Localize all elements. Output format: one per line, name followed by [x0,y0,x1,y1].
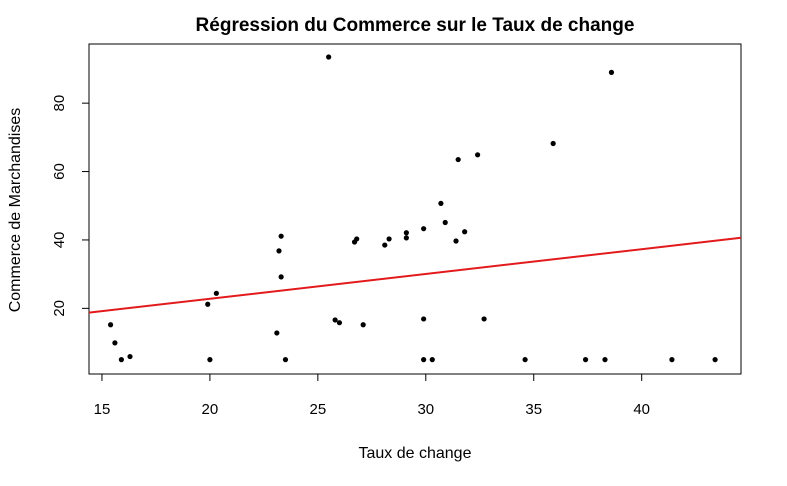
regression-line-group [88,236,742,314]
data-point [712,357,718,363]
y-tick-label: 60 [51,163,68,180]
data-point [669,357,675,363]
y-axis-label: Commerce de Marchandises [7,108,24,313]
data-point [278,274,284,280]
data-point [326,54,332,60]
data-point [421,226,427,232]
x-tick-label: 35 [525,401,542,418]
data-point [608,69,615,75]
data-point [602,357,608,363]
data-point [438,200,444,206]
data-point [332,317,338,323]
data-point [475,152,481,158]
data-point [274,330,280,336]
data-point [386,236,392,242]
data-point [453,238,459,244]
data-point [403,230,409,236]
x-tick-label: 25 [310,401,327,418]
data-point [276,248,282,254]
data-points [107,54,718,363]
data-point [205,301,211,307]
data-point [481,316,487,322]
x-axis: 15 20 25 30 35 40 [94,373,650,418]
data-point [360,322,366,328]
data-point [118,357,124,363]
data-point [354,236,360,242]
plot-frame [88,43,742,375]
data-point [550,140,556,147]
data-point [207,357,213,363]
x-tick-label: 15 [94,401,111,418]
x-axis-label: Taux de change [359,445,472,462]
data-point [213,290,219,296]
data-point [382,242,388,248]
data-point [462,229,468,235]
data-point [421,316,427,322]
x-tick-label: 40 [633,401,650,418]
y-tick-label: 20 [51,300,68,317]
x-tick-label: 30 [417,401,434,418]
data-point [442,219,448,226]
y-axis: 20 40 60 80 [51,95,90,317]
chart-title: Régression du Commerce sur le Taux de ch… [196,15,635,36]
data-point [429,357,435,363]
data-point [582,357,589,363]
data-point [112,340,118,346]
data-point [282,357,289,363]
x-tick-label: 20 [202,401,219,418]
data-point [455,156,461,163]
data-point [336,320,343,326]
data-point [127,353,133,360]
y-tick-label: 40 [51,232,68,249]
data-point [522,357,528,363]
data-point [278,233,284,239]
data-point [107,322,114,328]
data-point [421,357,427,363]
data-point [403,235,409,241]
y-tick-label: 80 [51,95,68,112]
regression-line [88,236,742,314]
